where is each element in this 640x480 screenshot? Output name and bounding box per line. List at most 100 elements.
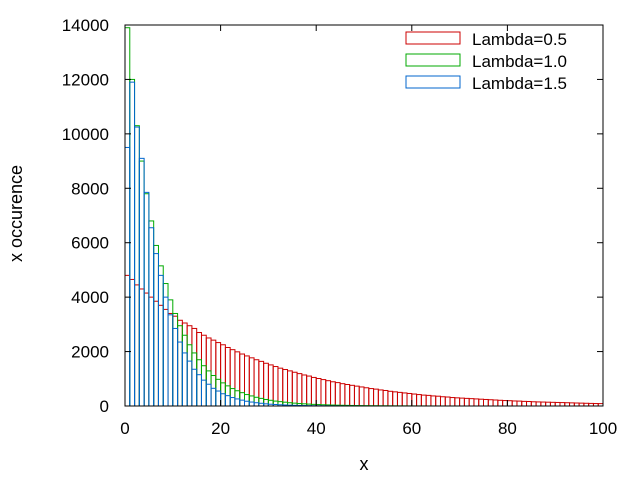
bar bbox=[148, 296, 155, 407]
bar bbox=[468, 398, 475, 407]
bar bbox=[157, 274, 164, 407]
bar bbox=[200, 334, 207, 407]
legend-swatch bbox=[405, 75, 461, 89]
bar bbox=[205, 337, 212, 407]
bar bbox=[253, 396, 260, 407]
bar bbox=[220, 382, 226, 407]
bar bbox=[277, 401, 284, 407]
bar bbox=[416, 394, 422, 407]
bar bbox=[148, 220, 155, 407]
bar bbox=[200, 365, 207, 407]
bar bbox=[420, 394, 427, 407]
bar bbox=[320, 379, 327, 407]
bar bbox=[143, 292, 150, 407]
x-tick-label: 0 bbox=[120, 419, 129, 438]
bar bbox=[162, 296, 169, 407]
bar bbox=[248, 401, 255, 407]
bar bbox=[287, 370, 293, 407]
bar bbox=[124, 27, 131, 407]
bar bbox=[478, 398, 485, 407]
plot-frame bbox=[124, 24, 604, 407]
bar bbox=[177, 325, 183, 407]
y-tick-label: 0 bbox=[100, 397, 109, 416]
bar bbox=[449, 397, 456, 407]
bar bbox=[239, 392, 246, 407]
bar bbox=[124, 274, 131, 407]
bar bbox=[129, 278, 136, 407]
bar bbox=[401, 392, 408, 407]
bar bbox=[473, 398, 480, 407]
bar bbox=[172, 312, 179, 407]
bar bbox=[181, 334, 188, 407]
y-tick-label: 10000 bbox=[62, 125, 109, 144]
x-tick-label: 60 bbox=[402, 419, 421, 438]
legend-item: Lambda=0.5 bbox=[405, 30, 567, 49]
bar bbox=[382, 389, 389, 407]
bar bbox=[545, 401, 551, 407]
bar bbox=[239, 353, 246, 407]
bar bbox=[224, 346, 231, 407]
bar bbox=[439, 396, 446, 407]
bar bbox=[535, 401, 542, 407]
bar bbox=[330, 381, 336, 407]
bar bbox=[444, 396, 451, 407]
bar bbox=[463, 397, 470, 407]
x-axis-label: x bbox=[360, 454, 369, 474]
bar bbox=[162, 283, 169, 407]
bar bbox=[153, 244, 159, 407]
bar bbox=[205, 370, 212, 407]
bar bbox=[406, 392, 413, 407]
y-tick-label: 12000 bbox=[62, 70, 109, 89]
bar bbox=[483, 398, 489, 407]
bar bbox=[215, 378, 222, 407]
bar bbox=[181, 352, 188, 407]
bar bbox=[138, 157, 145, 407]
bar bbox=[224, 395, 231, 407]
bar bbox=[272, 366, 279, 407]
bar bbox=[191, 327, 198, 407]
axis-ticks: 0 20 40 60 80 100 0 2000 4000 6000 8000 10000 12000 1… bbox=[62, 16, 617, 438]
bar bbox=[229, 397, 236, 407]
bar bbox=[196, 359, 202, 407]
bar bbox=[530, 401, 537, 407]
bar bbox=[143, 191, 150, 407]
bar bbox=[363, 387, 370, 407]
bar bbox=[124, 146, 131, 407]
bar bbox=[220, 344, 226, 407]
legend-item: Lambda=1.0 bbox=[405, 52, 567, 71]
bar bbox=[215, 342, 222, 407]
bar bbox=[291, 371, 298, 407]
bar bbox=[148, 227, 155, 407]
bar bbox=[325, 380, 332, 407]
bar bbox=[191, 368, 198, 407]
bar bbox=[234, 351, 241, 407]
bar bbox=[339, 383, 346, 407]
bar bbox=[392, 391, 398, 407]
x-tick-label: 20 bbox=[211, 419, 230, 438]
legend: Lambda=0.5 Lambda=1.0 Lambda=1.5 bbox=[405, 30, 567, 93]
bar bbox=[177, 319, 183, 407]
bar bbox=[172, 315, 179, 407]
y-tick-label: 6000 bbox=[71, 234, 109, 253]
legend-swatch bbox=[405, 53, 461, 67]
bar bbox=[511, 400, 518, 407]
y-tick-label: 8000 bbox=[71, 179, 109, 198]
bar bbox=[191, 352, 198, 407]
y-tick-label: 14000 bbox=[62, 16, 109, 35]
bar bbox=[454, 397, 461, 407]
bar bbox=[430, 395, 437, 407]
y-tick-label: 4000 bbox=[71, 288, 109, 307]
bar bbox=[134, 125, 140, 407]
x-tick-label: 100 bbox=[589, 419, 617, 438]
bar bbox=[215, 390, 222, 407]
bar bbox=[425, 394, 432, 407]
bar bbox=[353, 385, 360, 407]
bar bbox=[186, 360, 193, 407]
bar bbox=[258, 360, 265, 407]
bar bbox=[248, 395, 255, 407]
bar bbox=[234, 398, 241, 407]
bar bbox=[138, 160, 145, 407]
bar bbox=[387, 390, 394, 407]
bar bbox=[277, 367, 284, 407]
